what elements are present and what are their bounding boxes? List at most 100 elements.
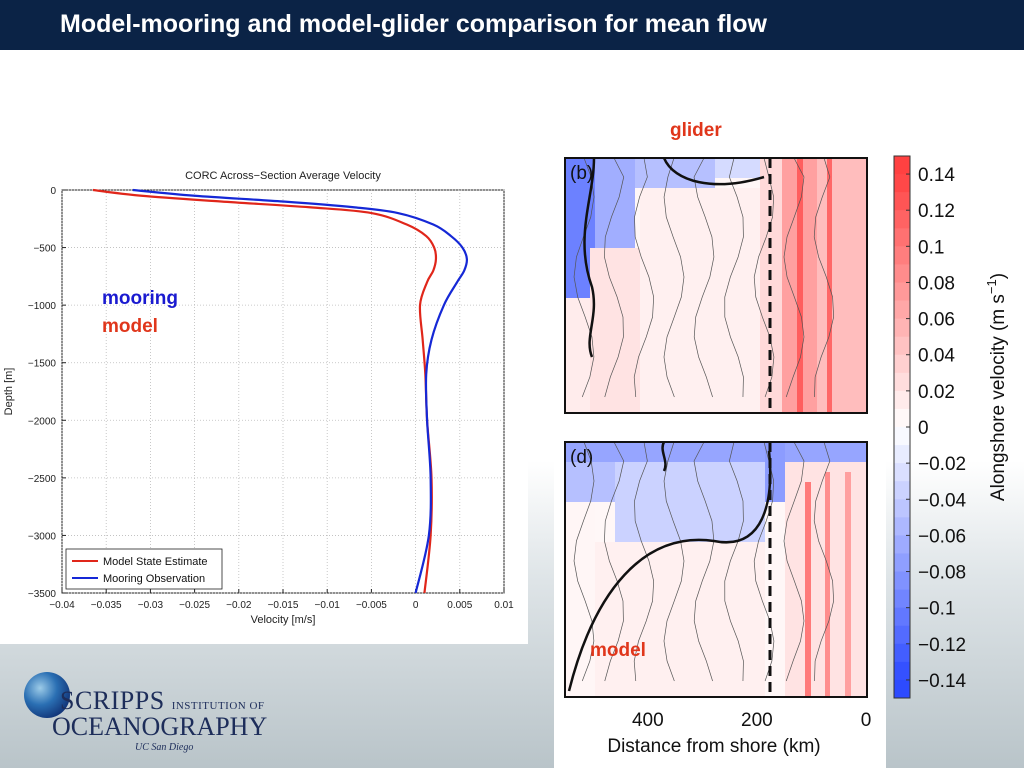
colorbar-cell <box>894 661 910 681</box>
colorbar-cell <box>894 589 910 609</box>
logo-line2: OCEANOGRAPHY <box>52 712 268 741</box>
colorbar-tick-label: 0.06 <box>918 310 955 331</box>
colorbar-tick-label: −0.1 <box>918 599 956 620</box>
logo-line3: UC San Diego <box>135 742 194 753</box>
section-cell <box>760 158 782 413</box>
glider-label: glider <box>670 120 722 141</box>
colorbar-cell <box>894 463 910 482</box>
y-tick-label: −1500 <box>28 359 57 370</box>
panel-label: (b) <box>570 163 593 184</box>
colorbar-cell <box>894 372 910 392</box>
contour-line <box>783 157 805 398</box>
legend-box <box>65 548 223 590</box>
section-cell <box>590 248 640 413</box>
x-axis-label: Velocity [m/s] <box>251 614 316 626</box>
colorbar-tick-label: 0.1 <box>918 237 944 258</box>
colorbar-cell <box>894 228 910 247</box>
contour-line <box>573 441 595 682</box>
model-label: model <box>590 640 646 661</box>
mooring-series-line <box>132 188 469 594</box>
section-cell <box>797 158 803 413</box>
colorbar-cell <box>894 156 910 175</box>
colorbar-cell <box>894 607 910 627</box>
y-tick-label: 0 <box>50 186 56 197</box>
colorbar-cell <box>894 535 910 554</box>
glider-section-plot: (b) <box>564 157 868 414</box>
line-chart-panel: CORC Across−Section Average Velocity −0.0… <box>0 157 528 644</box>
x-tick-label: 0.01 <box>494 600 514 611</box>
section-cell <box>805 482 811 697</box>
section-cell <box>615 462 765 542</box>
colorbar-cell <box>894 300 910 320</box>
contour-line <box>573 157 595 398</box>
colorbar-cell <box>894 282 910 302</box>
chart-title: CORC Across−Section Average Velocity <box>185 170 381 182</box>
y-tick-label: −1000 <box>28 301 57 312</box>
distance-tick-label: 0 <box>861 710 872 731</box>
colorbar-cell <box>894 679 910 699</box>
colorbar-tick-label: 0.08 <box>918 273 955 294</box>
section-cell <box>595 542 765 697</box>
colorbar-tick-label: −0.04 <box>918 490 967 511</box>
x-tick-label: 0.005 <box>447 600 472 611</box>
x-tick-label: −0.025 <box>179 600 210 611</box>
contour-line <box>693 157 715 398</box>
mooring-overlay-label: mooring <box>102 288 178 309</box>
page-title: Model-mooring and model-glider compariso… <box>0 0 1024 50</box>
section-cell <box>825 472 830 697</box>
colorbar-tick-label: −0.02 <box>918 454 966 475</box>
x-tick-label: −0.015 <box>268 600 299 611</box>
section-cell <box>565 502 595 697</box>
section-frame <box>564 441 868 698</box>
colorbar-tick-label: −0.14 <box>918 671 967 692</box>
contour-line <box>753 157 775 398</box>
colorbar-cell <box>894 571 910 591</box>
y-axis-label: Depth [m] <box>3 368 15 416</box>
panel-label: (d) <box>570 447 593 468</box>
colorbar-label: Alongshore velocity (m s−1) <box>984 273 1009 501</box>
section-frame <box>564 157 868 414</box>
section-cell <box>817 158 867 413</box>
colorbar-cell <box>894 445 910 464</box>
colorbar-tick-label: −0.08 <box>918 563 966 584</box>
colorbar-cell <box>894 336 910 356</box>
legend-entry: Mooring Observation <box>103 573 205 585</box>
colorbar: 0.14 0.12 0.1 0.08 0.06 0.04 0.02 0 −0.02 −0.04 −0… <box>893 155 1009 699</box>
x-tick-label: −0.03 <box>138 600 164 611</box>
zero-contour <box>583 157 765 358</box>
colorbar-tick-label: −0.12 <box>918 635 966 656</box>
contour-line <box>604 157 625 398</box>
x-tick-label: −0.04 <box>49 600 75 611</box>
x-tick-label: −0.035 <box>91 600 122 611</box>
contour-line <box>633 157 655 398</box>
colorbar-cell <box>894 427 910 446</box>
section-cell <box>595 158 635 248</box>
colorbar-tick-label: 0.04 <box>918 346 955 367</box>
colorbar-cell <box>894 643 910 663</box>
contour-line <box>633 441 655 682</box>
colorbar-cell <box>894 210 910 229</box>
legend-entry: Model State Estimate <box>103 556 208 568</box>
colorbar-cell <box>894 408 910 428</box>
distance-axis: 400 200 0 Distance from shore (km) <box>607 710 872 757</box>
contour-line <box>813 441 835 682</box>
logo-line1: SCRIPPS INSTITUTION OF <box>60 686 265 715</box>
colorbar-cell <box>894 481 910 500</box>
contour-line <box>663 157 685 398</box>
zero-contour <box>567 441 772 692</box>
y-tick-label: −3000 <box>28 531 57 542</box>
distance-tick-label: 400 <box>632 710 664 731</box>
contour-line <box>604 441 625 682</box>
scripps-globe-icon <box>24 672 70 718</box>
colorbar-cell <box>894 354 910 374</box>
colorbar-cell <box>894 499 910 518</box>
colorbar-cell <box>894 246 910 265</box>
section-cell <box>640 188 760 413</box>
colorbar-cell <box>894 174 910 193</box>
y-tick-label: −2500 <box>28 474 57 485</box>
colorbar-tick-label: 0.14 <box>918 165 955 186</box>
colorbar-cell <box>894 553 910 573</box>
section-cell <box>827 158 832 413</box>
contour-line <box>693 441 715 682</box>
x-tick-label: −0.005 <box>356 600 387 611</box>
